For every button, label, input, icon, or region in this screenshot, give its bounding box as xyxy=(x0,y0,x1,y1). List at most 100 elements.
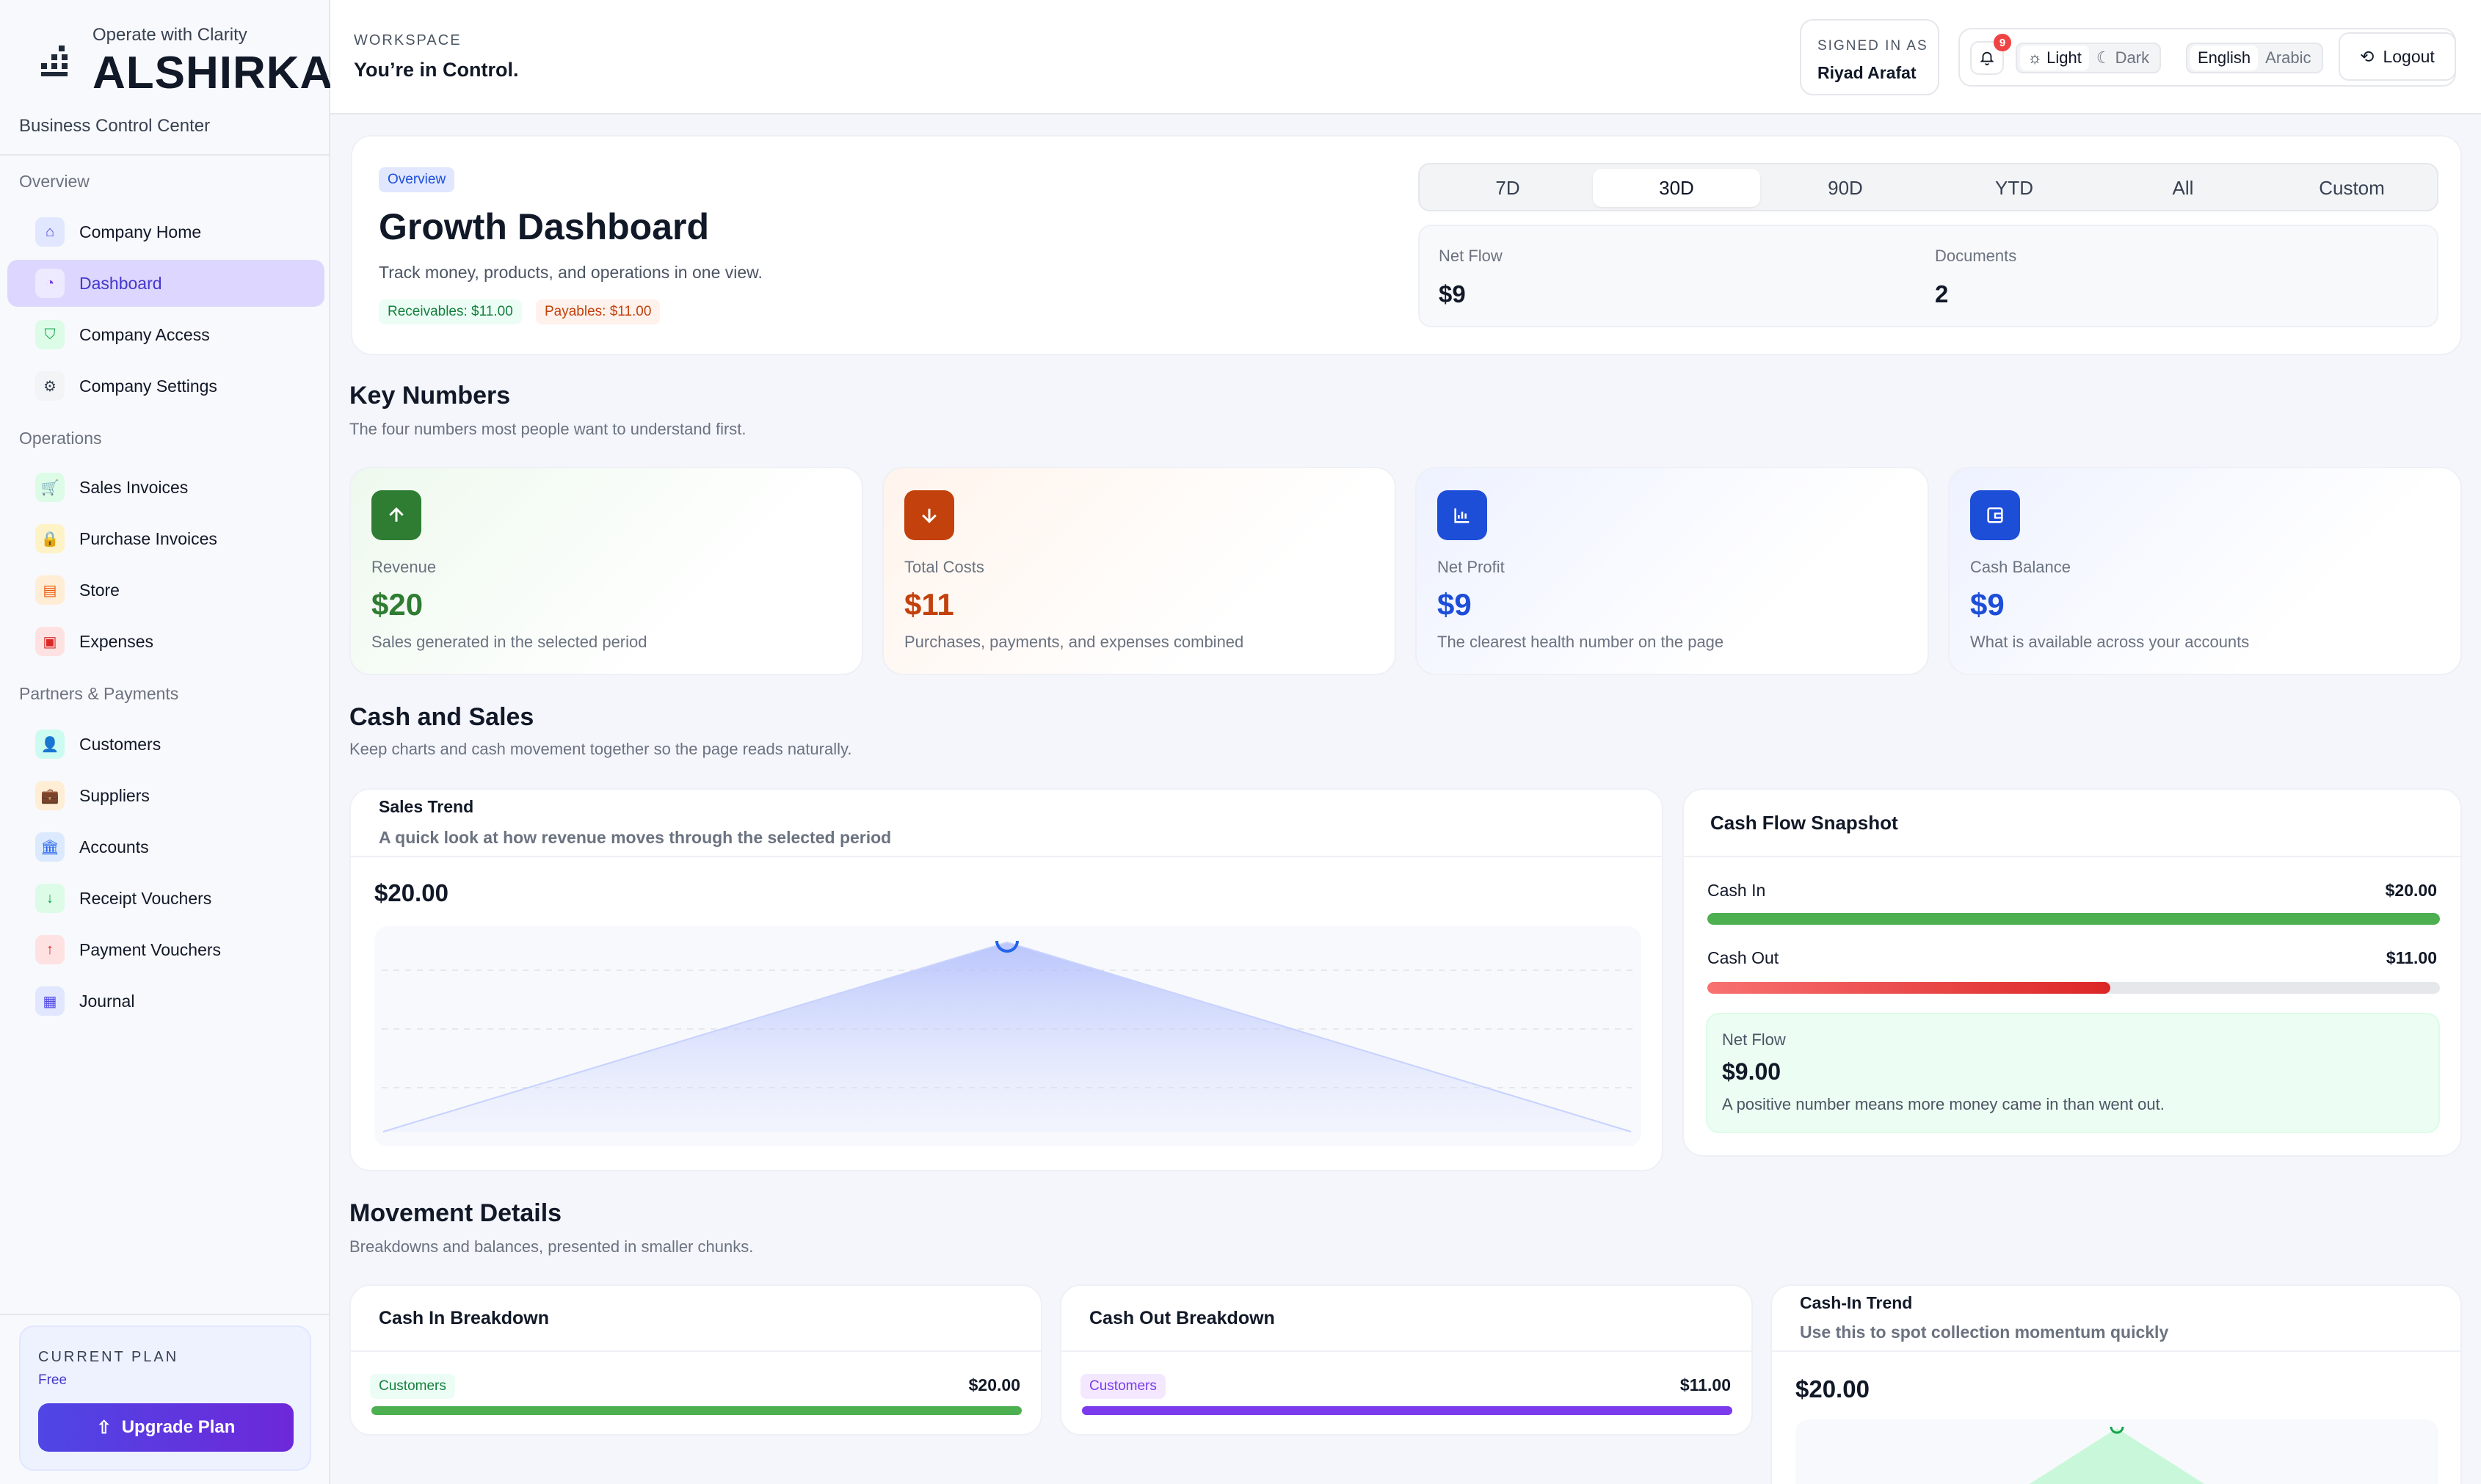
range-all[interactable]: All xyxy=(2172,176,2194,199)
cash-in-label: Cash In xyxy=(1707,881,1766,900)
brand-tagline: Operate with Clarity xyxy=(92,25,247,45)
kpi-value: $9 xyxy=(1970,587,2005,622)
sidebar-item-label: Dashboard xyxy=(79,273,162,293)
sidebar-item-label: Sales Invoices xyxy=(79,477,189,497)
bank-icon: 🏛 xyxy=(35,832,65,862)
range-30d[interactable]: 30D xyxy=(1593,169,1760,207)
lock-icon: 🔒 xyxy=(35,524,65,553)
sidebar-item-suppliers[interactable]: 💼 Suppliers xyxy=(7,772,324,819)
sidebar-item-label: Accounts xyxy=(79,837,149,856)
sidebar-item-receipt-vouchers[interactable]: ↓ Receipt Vouchers xyxy=(7,875,324,922)
user-name: Riyad Arafat xyxy=(1817,63,1917,82)
sidebar-item-label: Receipt Vouchers xyxy=(79,888,212,908)
net-flow-label: Net Flow xyxy=(1439,247,1503,265)
sidebar-item-purchase-invoices[interactable]: 🔒 Purchase Invoices xyxy=(7,515,324,562)
rocket-icon: ⇧ xyxy=(96,1417,112,1438)
divider xyxy=(1684,856,2460,857)
cash-flow-snapshot-card: Cash Flow Snapshot Cash In $20.00 Cash O… xyxy=(1682,788,2462,1157)
net-flow-value: $9 xyxy=(1439,280,1466,308)
kpi-value: $11 xyxy=(904,587,954,622)
arrow-down-icon: ↓ xyxy=(35,884,65,913)
range-ytd[interactable]: YTD xyxy=(1995,176,2033,199)
documents-value: 2 xyxy=(1935,280,1949,308)
cash-out-value: $11.00 xyxy=(2386,948,2437,967)
divider xyxy=(1061,1350,1751,1352)
kpi-value: $9 xyxy=(1437,587,1472,622)
sidebar-item-label: Payment Vouchers xyxy=(79,939,222,959)
range-7d[interactable]: 7D xyxy=(1495,176,1520,199)
key-numbers-title: Key Numbers xyxy=(349,382,511,410)
net-flow-box-label: Net Flow xyxy=(1722,1030,1786,1049)
sidebar-item-store[interactable]: ▤ Store xyxy=(7,567,324,614)
sidebar-item-company-home[interactable]: ⌂ Company Home xyxy=(7,208,324,255)
cash-in-breakdown-title: Cash In Breakdown xyxy=(379,1308,549,1328)
sidebar-item-accounts[interactable]: 🏛 Accounts xyxy=(7,823,324,870)
lang-arabic-button[interactable]: Arabic xyxy=(2265,48,2311,67)
range-custom[interactable]: Custom xyxy=(2319,176,2385,199)
sidebar-item-journal[interactable]: ▦ Journal xyxy=(7,978,324,1025)
store-icon: ▤ xyxy=(35,575,65,605)
shield-icon: ⛉ xyxy=(35,320,65,349)
sales-trend-subtitle: A quick look at how revenue moves throug… xyxy=(379,828,892,847)
signed-in-label: SIGNED IN AS xyxy=(1817,38,1928,54)
divider xyxy=(351,1350,1041,1352)
kpi-value: $20 xyxy=(371,587,424,622)
cash-out-breakdown-card: Cash Out Breakdown Customers $11.00 xyxy=(1060,1284,1753,1436)
kpi-card-cash-balance: Cash Balance $9 What is available across… xyxy=(1948,467,2462,675)
range-90d[interactable]: 90D xyxy=(1828,176,1863,199)
upgrade-plan-label: Upgrade Plan xyxy=(121,1417,236,1437)
snapshot-title: Cash Flow Snapshot xyxy=(1710,812,1898,834)
sidebar-item-label: Company Home xyxy=(79,222,202,241)
theme-light-button[interactable]: ☼ Light xyxy=(2020,46,2089,70)
nav-group-overview: Overview xyxy=(19,172,90,191)
sidebar: Operate with Clarity ALSHIRKA Business C… xyxy=(0,0,333,1484)
wallet-icon xyxy=(1970,490,2020,540)
topbar: WORKSPACE You’re in Control. SIGNED IN A… xyxy=(330,0,2481,114)
cash-out-bar xyxy=(1707,982,2440,994)
sidebar-item-sales-invoices[interactable]: 🛒 Sales Invoices xyxy=(7,464,324,511)
cash-in-trend-chart xyxy=(1795,1419,2438,1484)
logout-button[interactable]: ⟲ Logout xyxy=(2339,32,2456,81)
sidebar-item-label: Customers xyxy=(79,734,161,754)
brand-subtitle: Business Control Center xyxy=(19,116,211,136)
movement-subtitle: Breakdowns and balances, presented in sm… xyxy=(349,1237,754,1256)
journal-icon: ▦ xyxy=(35,986,65,1016)
theme-dark-button[interactable]: ☾ Dark xyxy=(2089,46,2157,70)
notifications-button[interactable] xyxy=(1970,41,2004,75)
plan-section xyxy=(0,1314,330,1484)
sidebar-item-label: Store xyxy=(79,580,120,600)
kpi-label: Revenue xyxy=(371,558,437,576)
cash-out-breakdown-value: $11.00 xyxy=(1679,1375,1731,1394)
sidebar-item-dashboard[interactable]: ◔ Dashboard xyxy=(7,260,324,307)
key-numbers-subtitle: The four numbers most people want to und… xyxy=(349,420,747,438)
gear-icon: ⚙ xyxy=(35,371,65,401)
cash-in-bar-fill xyxy=(1707,913,2440,925)
customers-tag: Customers xyxy=(1080,1374,1166,1399)
sun-icon: ☼ xyxy=(2027,48,2043,67)
arrow-up-icon: ↑ xyxy=(35,935,65,964)
documents-label: Documents xyxy=(1935,247,2017,265)
upgrade-plan-button[interactable]: ⇧ Upgrade Plan xyxy=(38,1403,294,1452)
bell-icon xyxy=(1980,51,1994,66)
logout-label: Logout xyxy=(2383,46,2435,66)
sidebar-item-payment-vouchers[interactable]: ↑ Payment Vouchers xyxy=(7,926,324,973)
kpi-note: What is available across your accounts xyxy=(1970,633,2250,651)
kpi-card-net-profit: Net Profit $9 The clearest health number… xyxy=(1415,467,1929,675)
nav-group-partners: Partners & Payments xyxy=(19,684,179,703)
sales-trend-title: Sales Trend xyxy=(379,797,474,816)
logo-icon xyxy=(41,46,68,76)
dashboard-icon: ◔ xyxy=(35,269,65,298)
wallet-icon: ▣ xyxy=(35,627,65,656)
sidebar-item-expenses[interactable]: ▣ Expenses xyxy=(7,618,324,665)
kpi-note: Purchases, payments, and expenses combin… xyxy=(904,633,1244,651)
lang-english-button[interactable]: English xyxy=(2190,46,2259,70)
sidebar-item-company-access[interactable]: ⛉ Company Access xyxy=(7,311,324,358)
theme-light-label: Light xyxy=(2046,48,2082,67)
brand: Operate with Clarity ALSHIRKA Business C… xyxy=(19,21,333,145)
sidebar-item-label: Suppliers xyxy=(79,785,150,805)
sidebar-item-label: Purchase Invoices xyxy=(79,528,217,548)
page-title: Growth Dashboard xyxy=(379,206,710,247)
cash-out-breakdown-bar xyxy=(1082,1406,1732,1415)
sidebar-item-customers[interactable]: 👤 Customers xyxy=(7,721,324,768)
sidebar-item-company-settings[interactable]: ⚙ Company Settings xyxy=(7,363,324,410)
